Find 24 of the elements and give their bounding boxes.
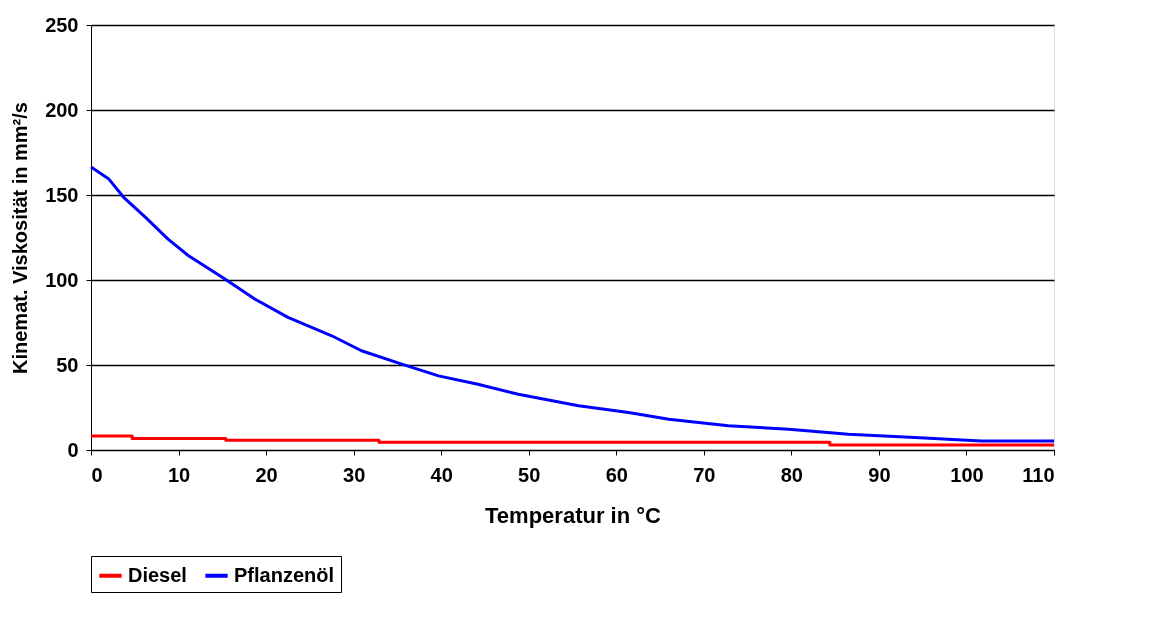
x-tick-label: 70	[693, 463, 716, 486]
y-tick-label: 0	[67, 438, 79, 461]
y-tick-label: 150	[45, 183, 79, 206]
legend-label: Diesel	[128, 563, 187, 586]
x-tick-label: 110	[1022, 463, 1055, 486]
x-tick-label: 50	[518, 463, 541, 486]
x-tick-label: 10	[167, 463, 191, 486]
y-tick-label: 50	[56, 353, 79, 376]
x-tick-label: 80	[780, 463, 803, 486]
x-tick-label: 60	[605, 463, 628, 486]
y-tick-label: 250	[45, 13, 79, 36]
x-tick-label: 90	[868, 463, 891, 486]
legend-label: Pflanzenöl	[234, 563, 335, 586]
y-tick-label: 100	[45, 268, 79, 291]
x-tick-label: 0	[91, 463, 103, 486]
x-tick-label: 100	[950, 463, 984, 486]
x-axis-title: Temperatur in °C	[485, 502, 662, 528]
line-series	[89, 434, 1056, 447]
x-tick-label: 40	[430, 463, 453, 486]
y-axis-title: Kinemat. Viskosität in mm²/s	[9, 102, 32, 374]
y-tick-label: 200	[45, 98, 79, 121]
line-series	[89, 165, 1056, 443]
x-tick-label: 30	[343, 463, 366, 486]
x-tick-label: 20	[255, 463, 278, 486]
